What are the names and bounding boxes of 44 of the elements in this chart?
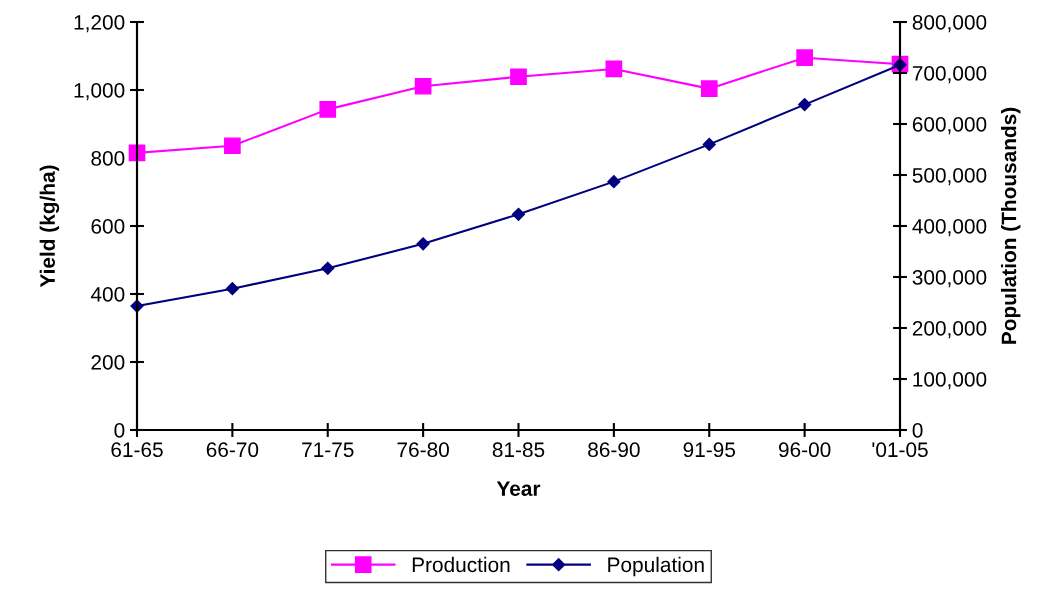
y2-tick-label: 300,000 (912, 270, 987, 288)
point (321, 261, 335, 275)
point (511, 207, 526, 221)
y2-tick-label: 500,000 (912, 168, 987, 186)
y-tick-label: 800 (91, 151, 125, 166)
point (702, 137, 716, 151)
point (414, 77, 432, 95)
x-tick-label: 81-85 (492, 442, 545, 458)
x-tick-label: 76-80 (397, 442, 449, 458)
point (796, 49, 813, 67)
y2-tick-label: 700,000 (912, 66, 987, 84)
point (798, 98, 812, 112)
y-tick-label: 200 (91, 355, 125, 370)
x-tick-label: 66-70 (206, 442, 259, 458)
point (607, 175, 621, 189)
x-tick-label: 61-65 (111, 442, 163, 458)
point (225, 282, 239, 296)
x-axis-title: Year (496, 481, 541, 496)
x-tick-label: '01-05 (872, 442, 928, 458)
y-axis-title: Yield (kg/ha) (39, 165, 60, 288)
legend-label: Production (412, 556, 510, 573)
y2-axis-title: Population (Thousands) (1000, 107, 1021, 344)
point (510, 68, 527, 86)
y-tick-label: 1,200 (74, 15, 125, 33)
x-tick-label: 71-75 (302, 442, 354, 458)
y2-tick-label: 100,000 (913, 372, 987, 390)
y-tick-label: 1,000 (74, 83, 125, 101)
point (224, 137, 241, 155)
x-tick-label: 86-90 (588, 442, 640, 458)
point (319, 101, 337, 118)
y2-tick-label: 200,000 (912, 321, 987, 339)
y2-tick-label: 600,000 (912, 117, 987, 135)
point (416, 237, 430, 251)
y2-tick-label: 800,000 (912, 15, 987, 33)
y-tick-label: 0 (114, 423, 125, 438)
point (700, 80, 718, 97)
x-tick-label: 96-00 (778, 442, 831, 458)
y2-tick-label: 400,000 (912, 219, 987, 237)
y-tick-label: 400 (90, 287, 125, 302)
point (605, 60, 623, 78)
legend-label: Population (608, 556, 704, 577)
y-tick-label: 600 (91, 219, 125, 234)
x-tick-label: 91-95 (683, 442, 736, 458)
y2-tick-label: 0 (912, 423, 923, 438)
